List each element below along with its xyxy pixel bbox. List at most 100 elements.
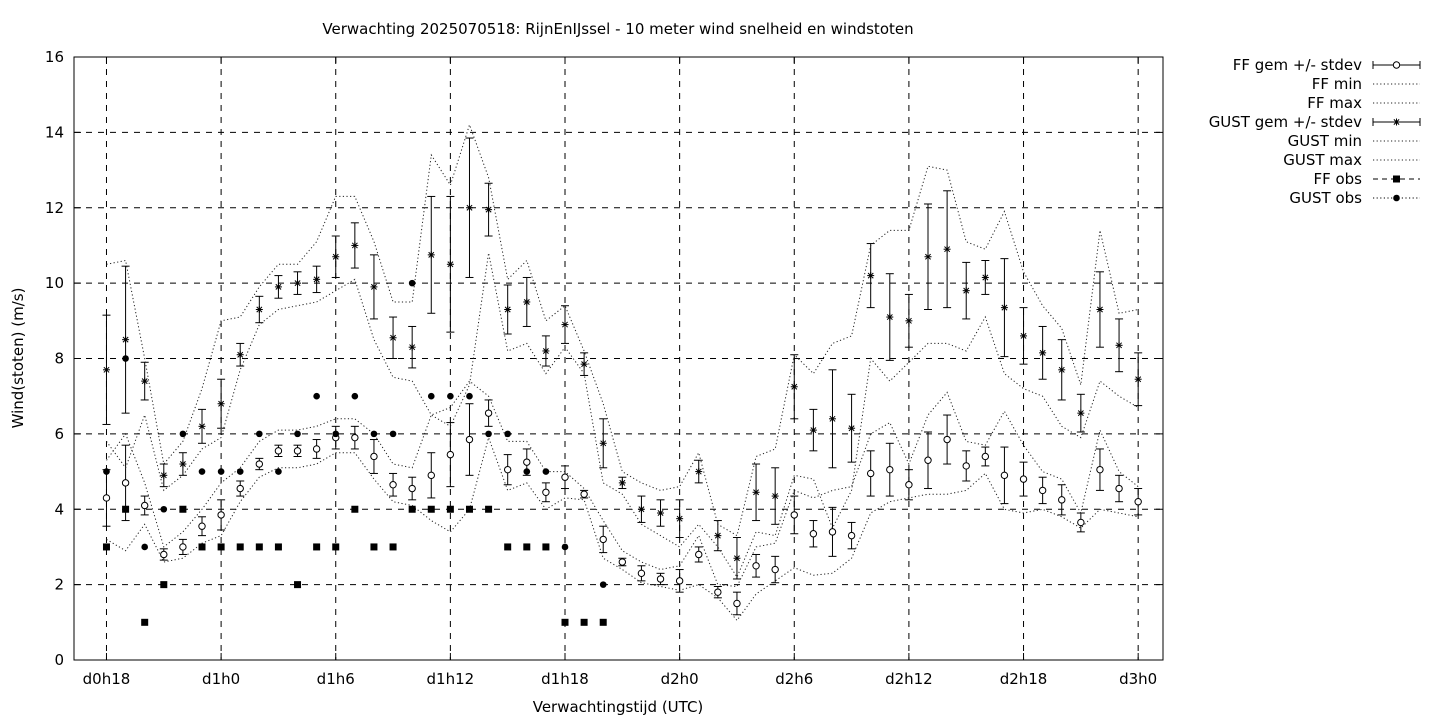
data-point: [714, 588, 722, 596]
series-line-ff-max: [106, 380, 1139, 588]
data-point: [351, 433, 359, 442]
data-point: [179, 460, 187, 468]
data-point: [561, 321, 569, 329]
data-point: [618, 558, 627, 566]
x-tick-label: d1h12: [427, 670, 475, 688]
legend-item-gust-max: GUST max: [1283, 151, 1420, 169]
data-point: [103, 468, 110, 475]
data-point: [733, 554, 741, 562]
data-point: [274, 447, 283, 455]
y-tick-label: 6: [54, 425, 64, 443]
x-tick-label: d2h12: [885, 670, 933, 688]
data-point: [1058, 496, 1066, 504]
data-point: [332, 543, 340, 551]
data-point: [714, 532, 722, 540]
data-point: [141, 543, 148, 551]
data-point: [313, 275, 321, 283]
legend-label: FF min: [1312, 75, 1362, 93]
data-point: [1134, 498, 1142, 506]
y-tick-label: 12: [45, 199, 64, 217]
data-point: [886, 465, 894, 474]
data-point: [236, 351, 244, 359]
data-point: [140, 501, 149, 510]
data-point: [752, 488, 760, 496]
legend-label: GUST gem +/- stdev: [1209, 113, 1362, 131]
data-point: [962, 462, 970, 470]
legend-marker: [1393, 194, 1400, 202]
data-point: [465, 505, 473, 513]
data-point: [1115, 341, 1123, 349]
y-tick-label: 4: [54, 500, 64, 518]
legend-label: GUST max: [1283, 151, 1362, 169]
data-point: [561, 543, 569, 551]
data-point: [1096, 306, 1104, 314]
data-point: [675, 577, 684, 585]
data-point: [1038, 486, 1047, 495]
data-point: [294, 430, 301, 438]
data-point: [160, 505, 168, 513]
data-point: [179, 430, 187, 438]
data-point: [408, 343, 416, 351]
data-point: [236, 543, 244, 551]
x-tick-label: d0h18: [83, 670, 131, 688]
data-point: [1077, 518, 1085, 527]
data-point: [485, 505, 493, 513]
data-point: [102, 494, 111, 502]
legend-item-ff-min: FF min: [1312, 75, 1420, 93]
data-point: [1096, 465, 1104, 474]
data-point: [179, 505, 187, 513]
data-point: [179, 543, 187, 551]
chart-title: Verwachting 2025070518: RijnEnIJssel - 1…: [322, 20, 913, 38]
data-point: [809, 530, 818, 538]
data-point: [542, 488, 550, 496]
data-point: [217, 468, 225, 475]
data-point: [618, 479, 626, 487]
data-point: [446, 505, 454, 513]
data-point: [484, 409, 493, 417]
data-point: [160, 581, 168, 589]
data-point: [389, 430, 397, 438]
data-point: [599, 581, 607, 588]
data-point: [294, 581, 302, 589]
data-point: [427, 251, 435, 259]
y-tick-label: 10: [45, 274, 64, 292]
x-axis-label: Verwachtingstijd (UTC): [533, 698, 704, 716]
data-point: [427, 392, 435, 400]
series-line-gust-max: [106, 123, 1139, 537]
x-tick-label: d3h0: [1119, 670, 1157, 688]
series-gust-obs: [103, 279, 607, 588]
data-point: [427, 471, 435, 480]
data-point: [198, 522, 206, 530]
legend-marker: [1392, 61, 1401, 69]
data-point: [828, 415, 836, 423]
data-point: [408, 484, 416, 493]
data-point: [351, 392, 359, 400]
data-point: [580, 490, 588, 498]
data-point: [599, 439, 607, 447]
data-point: [198, 543, 206, 551]
data-point: [676, 515, 684, 523]
data-point: [943, 435, 951, 444]
y-tick-label: 0: [54, 651, 64, 669]
x-tick-label: d2h0: [661, 670, 699, 688]
data-point: [122, 336, 130, 344]
data-point: [389, 543, 397, 551]
data-point: [236, 468, 244, 475]
data-point: [389, 334, 397, 342]
data-point: [695, 468, 703, 476]
legend-marker: [1393, 175, 1400, 183]
data-point: [408, 279, 416, 287]
legend-label: GUST obs: [1289, 189, 1362, 207]
data-point: [198, 422, 206, 430]
data-point: [656, 575, 665, 583]
data-point: [198, 468, 206, 475]
data-point: [847, 531, 856, 540]
data-point: [370, 283, 378, 291]
data-point: [695, 550, 703, 559]
data-point: [485, 206, 493, 214]
data-point: [848, 424, 856, 432]
data-point: [447, 392, 454, 400]
data-point: [274, 283, 282, 291]
y-tick-label: 8: [54, 350, 64, 368]
